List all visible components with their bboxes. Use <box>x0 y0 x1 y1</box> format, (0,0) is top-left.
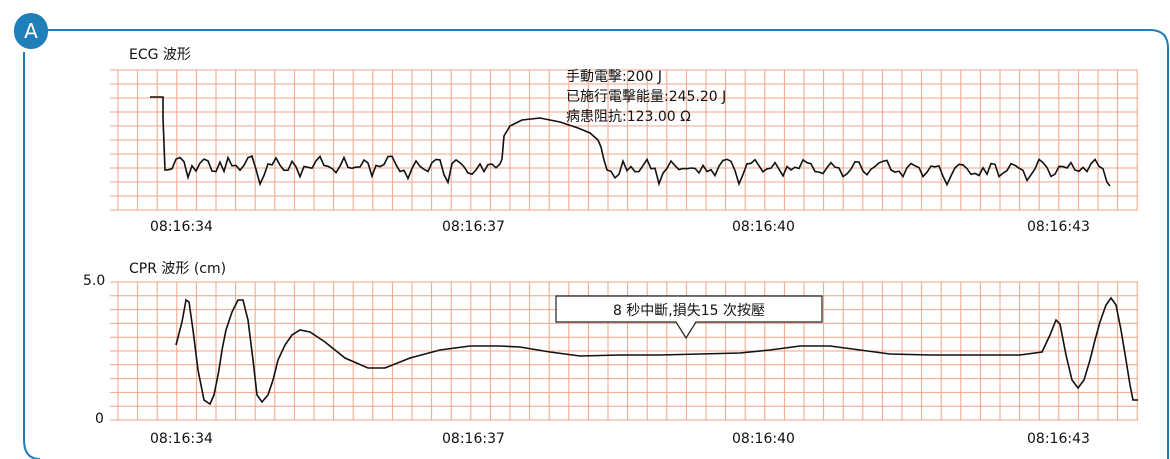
ecg-xtick: 08:16:43 <box>1027 219 1090 235</box>
cpr-xtick: 08:16:37 <box>442 431 505 447</box>
panel-border-top-right <box>40 29 1169 459</box>
ecg-waveform <box>150 96 1111 187</box>
ecg-annotation-energy: 已施行電擊能量:245.20 J <box>566 89 727 105</box>
cpr-ytick-max: 5.0 <box>83 273 106 289</box>
panel-border-left <box>23 52 41 459</box>
panel-badge: A <box>14 13 48 49</box>
ecg-xtick: 08:16:34 <box>150 219 213 235</box>
cpr-xtick: 08:16:40 <box>732 431 795 447</box>
ecg-grid <box>110 69 1138 211</box>
ecg-xtick: 08:16:37 <box>442 219 505 235</box>
cpr-waveform <box>175 296 1138 406</box>
cpr-xtick: 08:16:43 <box>1027 431 1090 447</box>
cpr-grid <box>110 281 1138 421</box>
cpr-callout-text: 8 秒中斷,損失15 次按壓 <box>612 303 766 319</box>
cpr-ytick-min: 0 <box>95 411 104 427</box>
ecg-title: ECG 波形 <box>129 47 191 63</box>
ecg-xtick: 08:16:40 <box>732 219 795 235</box>
interruption-callout <box>555 295 823 340</box>
cpr-xtick: 08:16:34 <box>150 431 213 447</box>
cpr-title: CPR 波形 (cm) <box>129 261 227 277</box>
ecg-annotation-impedance: 病患阻抗:123.00 Ω <box>566 109 691 125</box>
ecg-annotation-shock: 手動電擊:200 J <box>566 69 663 85</box>
